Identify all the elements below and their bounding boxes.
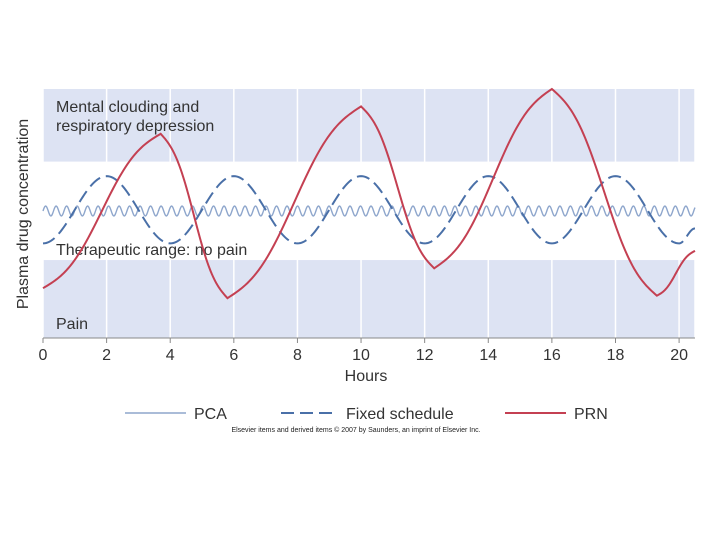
x-tick-label-6: 6 (229, 347, 238, 364)
x-tick-label-12: 12 (416, 347, 434, 364)
x-tick-label-0: 0 (39, 347, 48, 364)
zone-labels: Mental clouding and respiratory depressio… (56, 99, 247, 333)
x-tick-label-20: 20 (670, 347, 688, 364)
copyright-credit: Elsevier items and derived items © 2007 … (231, 426, 480, 434)
x-tick-label-10: 10 (352, 347, 370, 364)
legend-label-pca: PCA (194, 406, 227, 423)
legend-label-fixed-schedule: Fixed schedule (346, 406, 454, 423)
series-lines (42, 87, 696, 300)
series-pca-line (42, 205, 696, 217)
legend-label-prn: PRN (574, 406, 608, 423)
x-axis-label: Hours (345, 368, 388, 385)
x-tick-label-8: 8 (293, 347, 302, 364)
x-tick-label-2: 2 (102, 347, 111, 364)
x-tick-label-4: 4 (166, 347, 175, 364)
zone-label-0-0: Mental clouding and (56, 99, 199, 116)
zone-band-2 (43, 260, 695, 338)
x-tick-label-16: 16 (543, 347, 561, 364)
x-tick-label-18: 18 (607, 347, 625, 364)
x-axis-ticks: 0 2 4 6 8 10 12 14 16 18 20 (39, 338, 688, 364)
vertical-gridlines (42, 89, 696, 338)
series-prn-line (42, 87, 696, 300)
x-tick-label-14: 14 (479, 347, 497, 364)
zone-label-0-1: respiratory depression (56, 118, 214, 135)
series-fixed-schedule-line (42, 175, 696, 245)
legend: PCA Fixed schedule PRN (125, 406, 608, 423)
y-axis-label: Plasma drug concentration (15, 119, 32, 309)
zone-label-2-0: Pain (56, 316, 88, 333)
zone-band-0 (43, 89, 695, 162)
zone-label-1-0: Therapeutic range: no pain (56, 242, 247, 259)
